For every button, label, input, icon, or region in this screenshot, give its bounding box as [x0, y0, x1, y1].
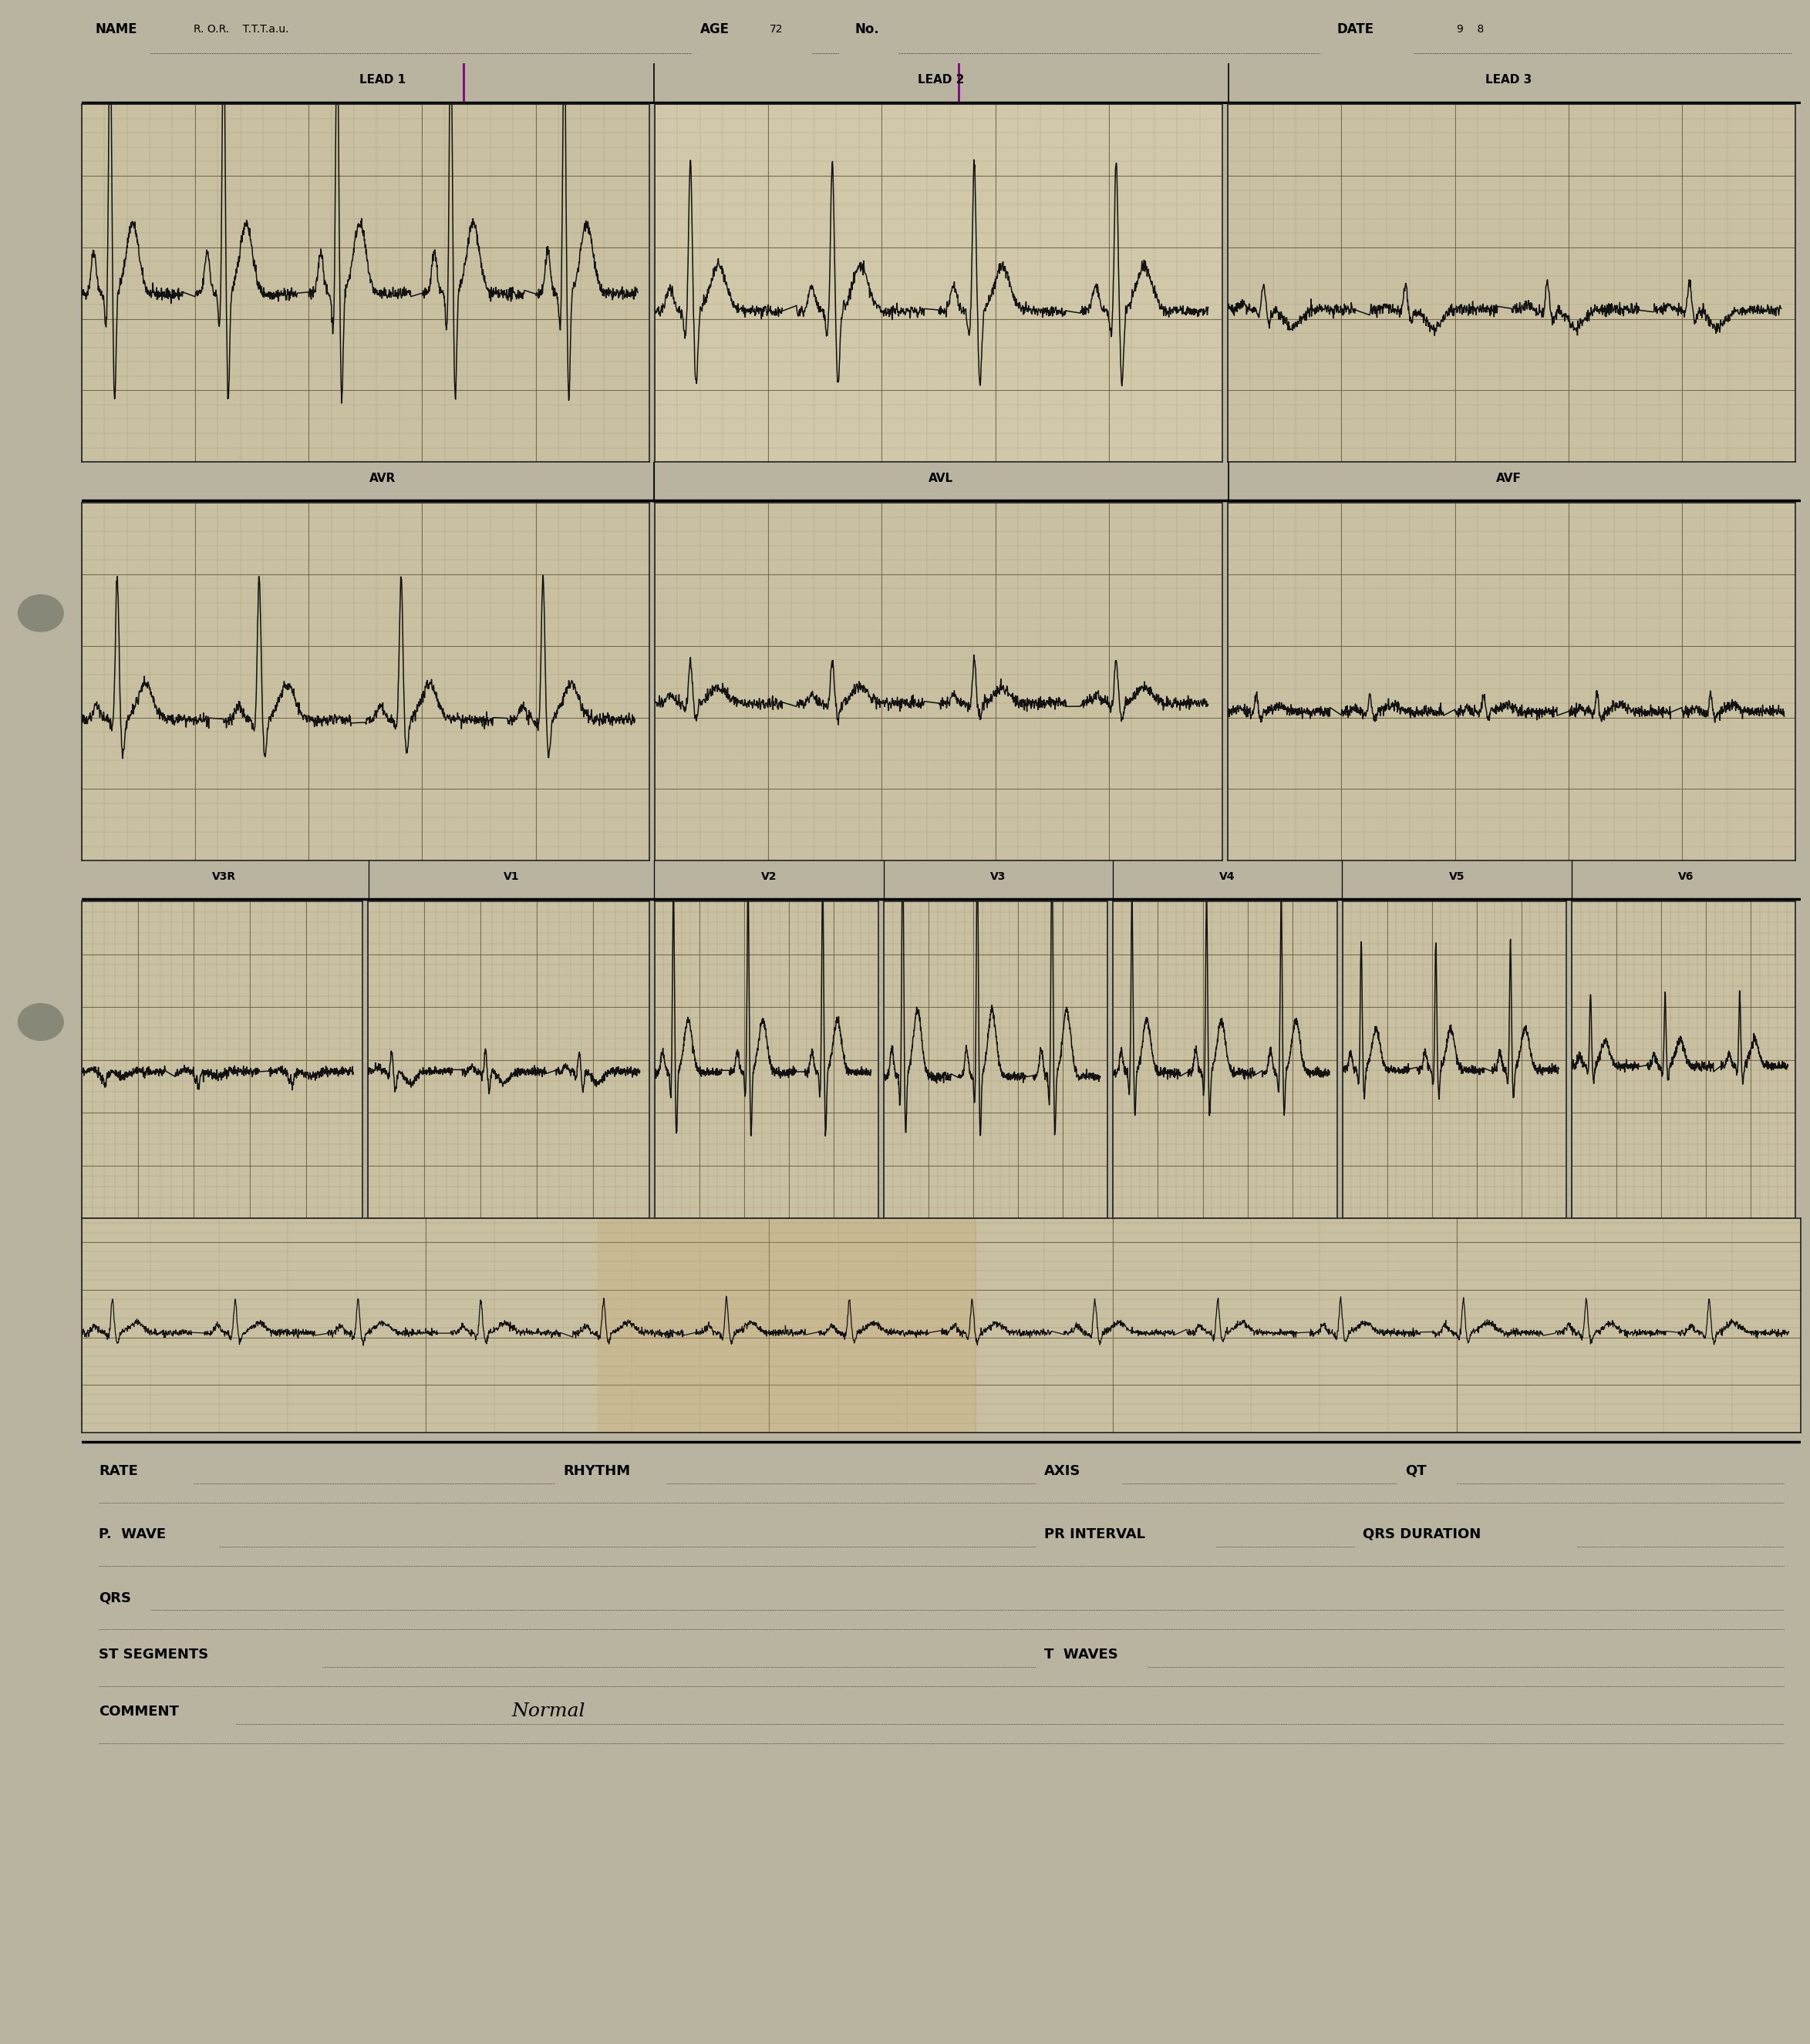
Text: LEAD 1: LEAD 1: [358, 74, 405, 86]
Text: RATE: RATE: [98, 1464, 138, 1478]
Text: 72: 72: [769, 25, 782, 35]
Text: V3: V3: [990, 871, 1006, 883]
Text: R. O.R.    T.T.T.a.u.: R. O.R. T.T.T.a.u.: [194, 25, 288, 35]
Text: T  WAVES: T WAVES: [1044, 1647, 1119, 1662]
Text: V2: V2: [760, 871, 776, 883]
Text: P.  WAVE: P. WAVE: [98, 1527, 167, 1541]
Text: QT: QT: [1405, 1464, 1426, 1478]
Text: AVR: AVR: [369, 472, 396, 484]
Text: V6: V6: [1678, 871, 1694, 883]
Text: AXIS: AXIS: [1044, 1464, 1081, 1478]
Text: NAME: NAME: [96, 22, 138, 37]
Text: Normal: Normal: [510, 1703, 585, 1721]
Text: AVF: AVF: [1495, 472, 1522, 484]
Text: V1: V1: [503, 871, 519, 883]
Text: AGE: AGE: [700, 22, 729, 37]
Text: QRS: QRS: [98, 1590, 130, 1605]
Text: V3R: V3R: [212, 871, 235, 883]
Text: LEAD 2: LEAD 2: [918, 74, 965, 86]
Text: COMMENT: COMMENT: [98, 1705, 179, 1719]
Bar: [597, 1218, 976, 1433]
Text: V5: V5: [1450, 871, 1464, 883]
Text: DATE: DATE: [1336, 22, 1374, 37]
Text: QRS DURATION: QRS DURATION: [1363, 1527, 1481, 1541]
Text: PR INTERVAL: PR INTERVAL: [1044, 1527, 1146, 1541]
Text: No.: No.: [854, 22, 880, 37]
Text: V4: V4: [1220, 871, 1236, 883]
Text: ST SEGMENTS: ST SEGMENTS: [98, 1647, 208, 1662]
Text: RHYTHM: RHYTHM: [563, 1464, 630, 1478]
Text: LEAD 3: LEAD 3: [1486, 74, 1531, 86]
Text: 9    8: 9 8: [1457, 25, 1484, 35]
Text: AVL: AVL: [929, 472, 954, 484]
